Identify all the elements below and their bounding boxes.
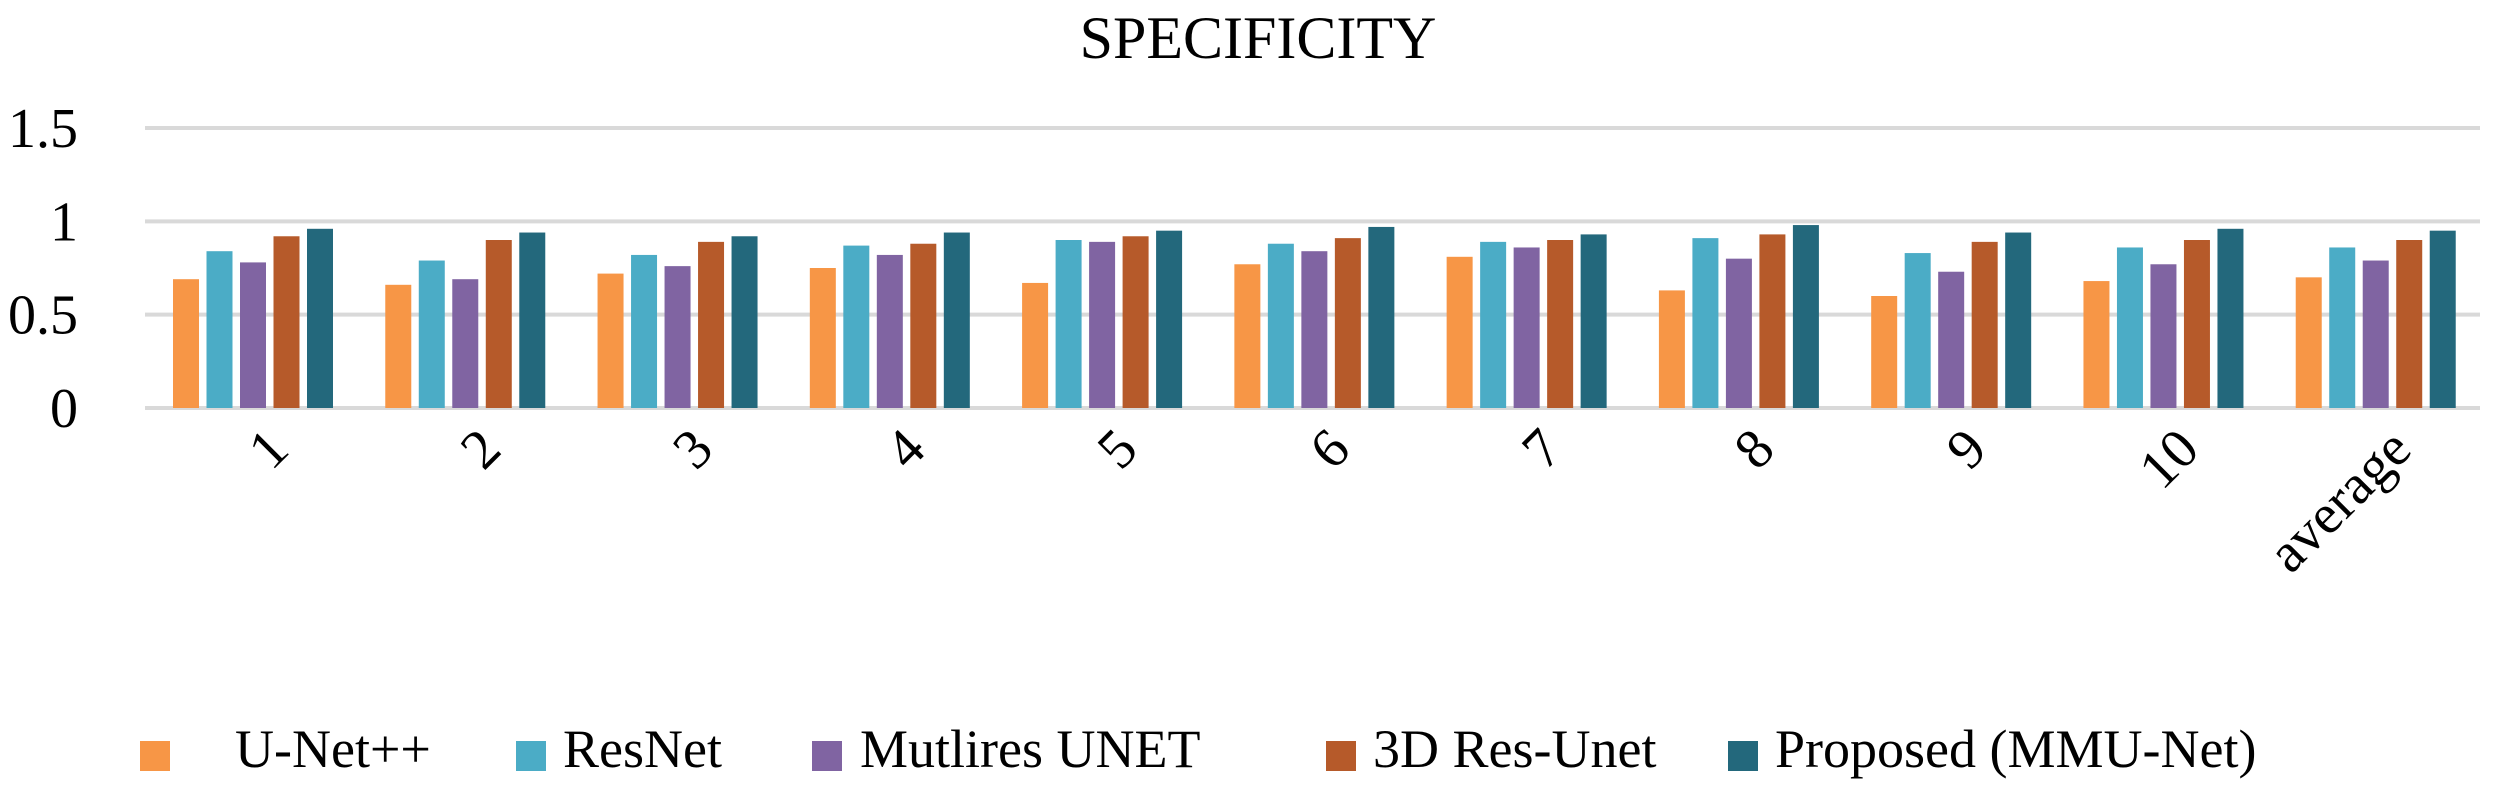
bar (1156, 230, 1183, 408)
bar (698, 241, 725, 408)
bar (1725, 258, 1752, 408)
x-tick-label: average (2256, 417, 2423, 584)
bars (173, 225, 2456, 408)
bar (418, 260, 445, 408)
bar (1580, 234, 1607, 408)
bar (731, 236, 758, 408)
bar (1513, 247, 1540, 408)
legend-label: Proposed (MMU-Net) (1775, 719, 2256, 779)
legend: U-Net++ ResNet Mutlires UNET 3D Res-Unet Pro… (140, 719, 2256, 779)
bar (1122, 236, 1149, 408)
legend-label: 3D Res-Unet (1373, 719, 1656, 779)
bar (910, 243, 937, 408)
y-axis-ticks: 0 0.5 1 1.5 (8, 98, 78, 440)
legend-swatch (140, 741, 170, 771)
bar (173, 279, 199, 408)
bar (1871, 296, 1898, 408)
bar (206, 251, 233, 408)
bar (943, 232, 970, 408)
bar (1022, 282, 1049, 408)
bar (1334, 238, 1361, 408)
y-tick-label: 0 (50, 378, 78, 440)
legend-swatch (1326, 741, 1356, 771)
bar (1938, 271, 1965, 408)
bar (307, 228, 333, 408)
x-tick-label: 10 (2127, 417, 2210, 500)
bar (2083, 281, 2110, 408)
bar (240, 262, 266, 408)
bar (1446, 256, 1473, 408)
bar (1234, 264, 1261, 408)
bar (1759, 234, 1786, 408)
bar (876, 254, 903, 408)
x-tick-label: 3 (661, 417, 725, 481)
bar (1301, 251, 1328, 408)
bar (1658, 290, 1685, 408)
bar (809, 268, 836, 408)
bar (1692, 238, 1719, 408)
chart-title: SPECIFICITY (1080, 5, 1437, 71)
bar (664, 266, 691, 408)
bar (1267, 243, 1294, 408)
x-tick-label: 7 (1510, 417, 1574, 481)
y-tick-label: 1 (50, 191, 78, 253)
bar (2183, 240, 2210, 408)
bar (2396, 240, 2423, 408)
legend-swatch (516, 741, 546, 771)
bar (1368, 226, 1395, 408)
bar (1904, 253, 1931, 408)
bar (2362, 260, 2389, 408)
bar (843, 245, 870, 408)
bar (2005, 232, 2032, 408)
bar (1089, 241, 1116, 408)
x-tick-label: 6 (1298, 417, 1362, 481)
legend-label: U-Net++ (235, 719, 431, 779)
bar (2295, 277, 2322, 408)
bar (2116, 247, 2143, 408)
x-tick-label: 1 (237, 417, 301, 481)
legend-label: ResNet (563, 719, 722, 779)
bar (485, 240, 512, 408)
bar (385, 284, 412, 408)
y-tick-label: 1.5 (8, 98, 78, 160)
bar (2429, 230, 2456, 408)
bar (273, 236, 300, 408)
y-tick-label: 0.5 (8, 285, 78, 347)
bar (1480, 241, 1507, 408)
bar (2329, 247, 2356, 408)
bar (2150, 264, 2177, 408)
x-tick-label: 8 (1723, 417, 1787, 481)
bar (1055, 240, 1082, 408)
bar (1792, 225, 1819, 408)
x-axis-ticks: 1 2 3 4 5 6 7 8 9 10 average (237, 417, 2423, 584)
x-tick-label: 2 (449, 417, 513, 481)
legend-swatch (812, 741, 842, 771)
legend-swatch (1728, 741, 1758, 771)
x-tick-label: 4 (874, 417, 938, 481)
x-tick-label: 5 (1086, 417, 1150, 481)
bar (519, 232, 546, 408)
bar (452, 279, 479, 408)
bar (1971, 241, 1998, 408)
bar (631, 254, 658, 408)
x-tick-label: 9 (1935, 417, 1999, 481)
bar (597, 273, 624, 408)
bar (2217, 228, 2244, 408)
legend-label: Mutlires UNET (860, 719, 1200, 779)
bar (1547, 240, 1574, 408)
